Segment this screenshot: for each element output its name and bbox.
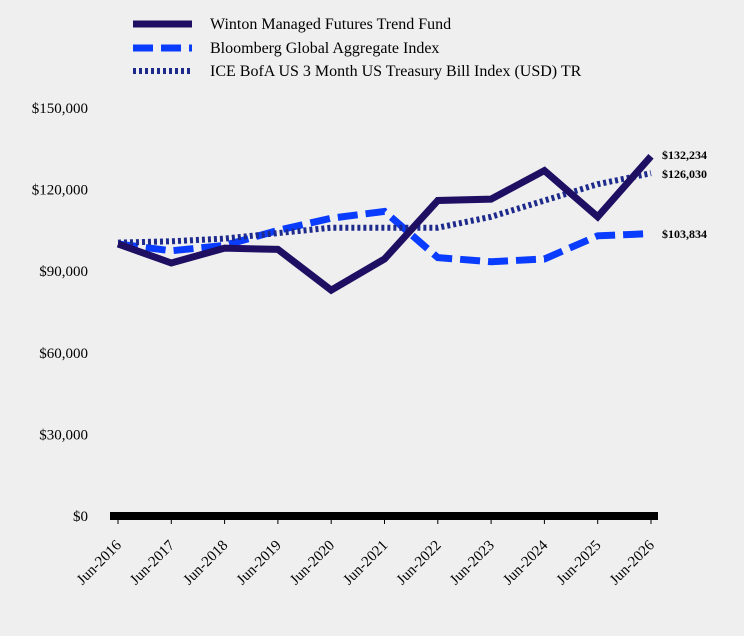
y-axis: $0 $30,000 $60,000 $90,000 $120,000 $150,000 — [32, 101, 88, 525]
y-tick-label: $120,000 — [32, 183, 88, 199]
x-tick-label: Jun-2024 — [500, 537, 551, 588]
end-value-label-1: $132,234 — [662, 148, 707, 162]
legend-label-2: Bloomberg Global Aggregate Index — [210, 40, 439, 57]
x-tick-label: Jun-2026 — [607, 537, 658, 588]
x-tick-label: Jun-2022 — [394, 538, 445, 589]
end-value-label-2: $103,834 — [662, 227, 707, 241]
x-tick-label: Jun-2016 — [74, 537, 125, 588]
x-tick-label: Jun-2020 — [287, 538, 338, 589]
x-tick-label: Jun-2017 — [127, 537, 178, 588]
y-tick-label: $0 — [73, 509, 88, 525]
series-layer — [116, 153, 654, 295]
legend-label-3: ICE BofA US 3 Month US Treasury Bill Ind… — [210, 63, 582, 80]
x-tick-label: Jun-2023 — [447, 538, 498, 589]
end-labels: $132,234 $126,030 $103,834 — [662, 148, 707, 241]
x-tick-label: Jun-2019 — [234, 538, 285, 589]
y-tick-label: $30,000 — [39, 427, 88, 443]
x-tick-label: Jun-2021 — [341, 538, 392, 589]
series-line-2 — [117, 207, 652, 266]
x-axis-line — [110, 512, 658, 520]
x-tick-label: Jun-2018 — [181, 538, 232, 589]
y-tick-label: $150,000 — [32, 101, 88, 117]
y-tick-label: $60,000 — [39, 346, 88, 362]
end-value-label-3: $126,030 — [662, 167, 707, 181]
series-line-1 — [116, 153, 654, 295]
y-tick-label: $90,000 — [39, 264, 88, 280]
x-axis: Jun-2016 Jun-2017 Jun-2018 Jun-2019 Jun-2020… — [74, 512, 658, 588]
x-tick-label: Jun-2025 — [554, 538, 605, 589]
legend: Winton Managed Futures Trend Fund Bloombe… — [133, 16, 582, 80]
legend-label-1: Winton Managed Futures Trend Fund — [210, 16, 451, 33]
